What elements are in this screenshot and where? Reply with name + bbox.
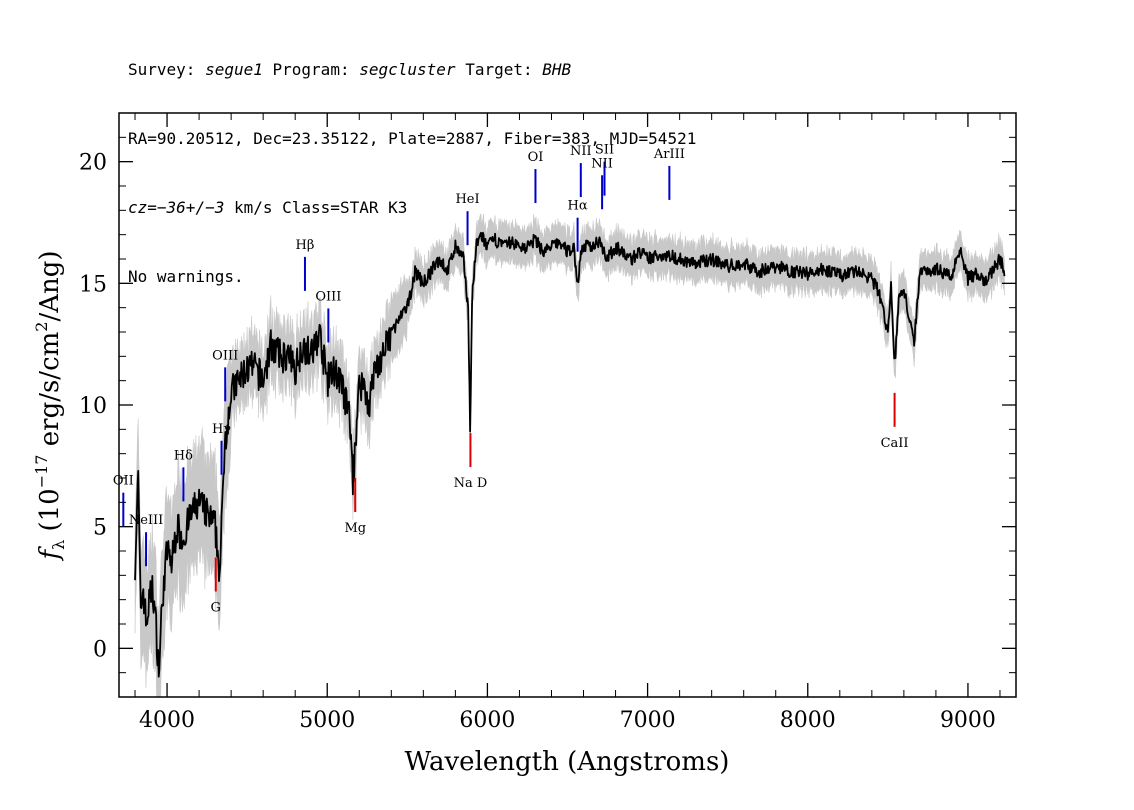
flux-line (134, 231, 1006, 678)
emission-line-label: Hα (568, 199, 588, 214)
header-line-1: Survey: segue1 Program: segcluster Targe… (128, 58, 696, 81)
emission-line-label: NII (591, 156, 613, 171)
emission-line-label: OIII (212, 348, 238, 363)
emission-line-label: NII (570, 144, 592, 159)
emission-line-label: Hγ (212, 422, 231, 437)
program-value: segcluster (359, 60, 456, 79)
emission-line-label: HeI (455, 192, 479, 207)
absorption-line-label: Mg (344, 521, 366, 536)
header-line-3: cz=−36+/−3 km/s Class=STAR K3 (128, 196, 696, 219)
emission-line-label: OIII (315, 289, 341, 304)
x-tick-label: 6000 (459, 708, 515, 733)
emission-line-label: SII (595, 143, 614, 158)
x-tick-label: 5000 (299, 708, 355, 733)
survey-value: segue1 (205, 60, 263, 79)
emission-line-label: NeIII (129, 513, 163, 528)
emission-line-label: Hβ (296, 238, 315, 253)
cz-class: km/s Class=STAR K3 (224, 198, 408, 217)
x-tick-label: 8000 (780, 708, 836, 733)
emission-line-label: OI (528, 150, 544, 165)
y-axis-ticks: 0 5 10 15 20 (79, 112, 1016, 698)
y-tick-label: 5 (93, 516, 107, 541)
y-label-end: /Ang) (35, 250, 65, 321)
x-axis-ticks: 4000 5000 6000 7000 8000 9000 (134, 113, 1001, 733)
header-line-2: RA=90.20512, Dec=23.35122, Plate=2887, F… (128, 129, 697, 148)
y-label-sub: λ (49, 540, 68, 550)
cz-prefix: cz= (128, 198, 157, 217)
emission-line-label: OII (113, 474, 134, 489)
survey-label: Survey: (128, 60, 196, 79)
cz-value: −36+/−3 (156, 198, 225, 217)
y-tick-label: 20 (79, 151, 107, 176)
absorption-line-label: G (211, 600, 221, 615)
flux-error-band (134, 213, 1005, 697)
flux-series (134, 231, 1006, 678)
y-tick-label: 10 (79, 394, 107, 419)
y-label-exp2: 2 (32, 322, 51, 332)
target-value: BHB (542, 60, 572, 79)
header-line-4: No warnings. (128, 267, 244, 286)
emission-line-label: ArIII (653, 147, 685, 162)
y-axis-label: fλ (10−17 erg/s/cm2/Ang) (32, 250, 68, 561)
error-band (134, 213, 1005, 697)
target-label: Target: (465, 60, 533, 79)
x-axis-label: Wavelength (Angstroms) (405, 747, 730, 777)
absorption-line-label: Na D (454, 476, 488, 491)
spectrum-header: Survey: segue1 Program: segcluster Targe… (128, 12, 696, 311)
y-tick-label: 0 (93, 637, 107, 662)
y-label-units: erg/s/cm (35, 332, 65, 455)
x-tick-label: 4000 (139, 708, 195, 733)
absorption-line-label: CaII (881, 436, 909, 451)
x-tick-label: 9000 (940, 708, 996, 733)
program-label: Program: (272, 60, 350, 79)
y-label-exp: −17 (32, 455, 51, 489)
y-tick-label: 15 (79, 272, 107, 297)
x-tick-label: 7000 (620, 708, 676, 733)
emission-line-label: Hδ (174, 448, 193, 463)
y-label-mid: (10 (35, 488, 65, 540)
